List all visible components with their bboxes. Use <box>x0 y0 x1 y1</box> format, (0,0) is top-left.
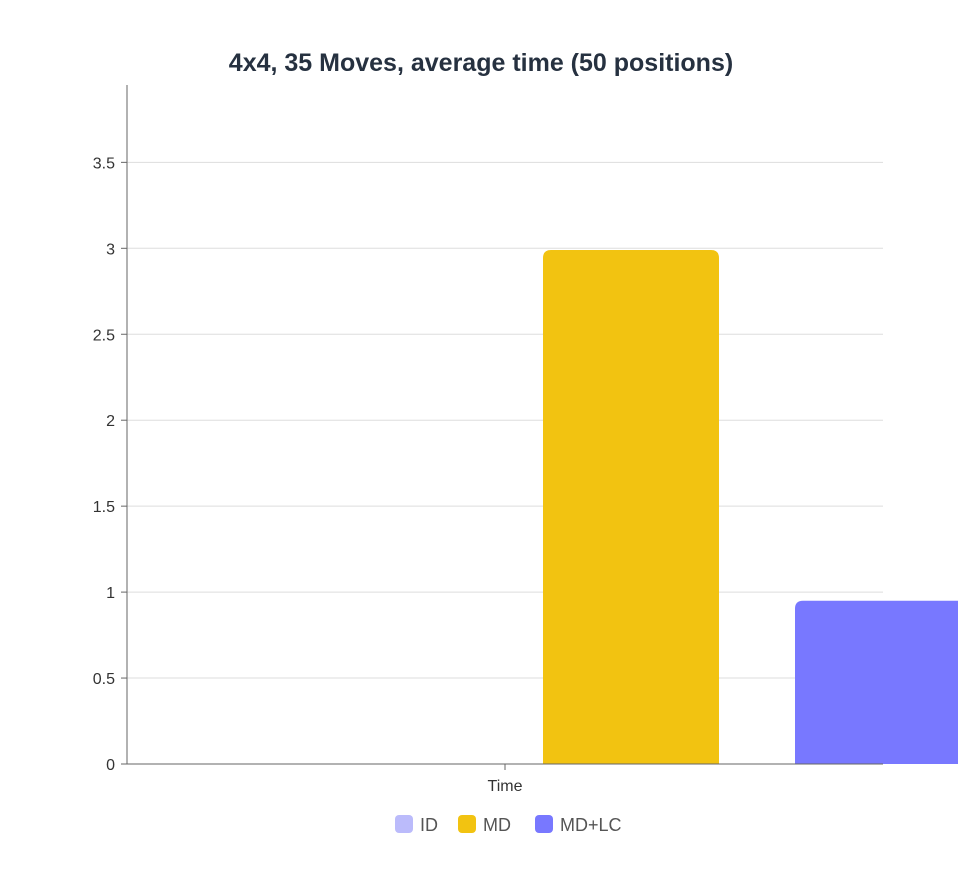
legend-item-id[interactable]: ID <box>395 815 438 835</box>
bars <box>543 250 958 765</box>
y-tick-label: 0.5 <box>93 671 115 688</box>
legend-label: MD <box>483 815 511 835</box>
legend-item-md[interactable]: MD <box>458 815 511 835</box>
y-tick-label: 2 <box>106 413 115 430</box>
bar-md-lc[interactable] <box>795 600 958 764</box>
legend-swatch <box>535 815 553 833</box>
x-tick-label: Time <box>488 778 523 795</box>
y-tick-label: 1.5 <box>93 499 115 516</box>
legend-label: ID <box>420 815 438 835</box>
y-tick-label: 3.5 <box>93 155 115 172</box>
y-tick-label: 1 <box>106 585 115 602</box>
grid-lines <box>127 161 883 679</box>
y-tick-label: 2.5 <box>93 327 115 344</box>
legend[interactable]: ID MD MD+LC <box>395 815 622 835</box>
legend-swatch <box>458 815 476 833</box>
legend-swatch <box>395 815 413 833</box>
legend-item-md-lc[interactable]: MD+LC <box>535 815 622 835</box>
chart-title: 4x4, 35 Moves, average time (50 position… <box>229 49 733 77</box>
legend-label: MD+LC <box>560 815 622 835</box>
bar-md[interactable] <box>543 250 719 765</box>
y-tick-label: 3 <box>106 241 115 258</box>
axes: 0 0.5 1 1.5 2 2.5 3 3.5 Time <box>93 85 883 795</box>
y-tick-label: 0 <box>106 757 115 774</box>
